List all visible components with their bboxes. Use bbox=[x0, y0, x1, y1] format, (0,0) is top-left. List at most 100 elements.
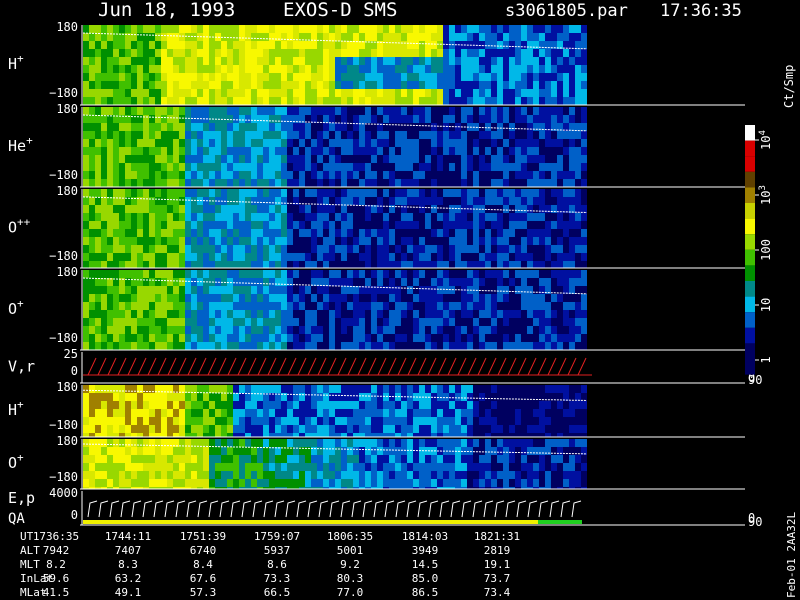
spectrogram-cell bbox=[185, 261, 191, 268]
spectrogram-cell bbox=[281, 245, 287, 253]
spectrogram-cell bbox=[581, 278, 587, 286]
spectrogram-cell bbox=[329, 326, 335, 334]
spectrogram-cell bbox=[281, 89, 287, 97]
spectrogram-cell bbox=[221, 229, 227, 237]
spectrogram-cell bbox=[491, 213, 497, 221]
spectrogram-cell bbox=[233, 310, 239, 318]
spectrogram-cell bbox=[119, 89, 125, 97]
spectrogram-cell bbox=[89, 245, 95, 253]
spectrogram-cell bbox=[221, 57, 227, 65]
spectrogram-cell bbox=[119, 65, 125, 73]
spectrogram-cell bbox=[491, 25, 497, 33]
spectrogram-cell bbox=[569, 326, 575, 334]
spectrogram-cell bbox=[329, 229, 335, 237]
spectrogram-cell bbox=[317, 57, 323, 65]
spectrogram-cell bbox=[251, 41, 257, 49]
spectrogram-cell bbox=[311, 286, 317, 294]
spectrogram-cell bbox=[455, 33, 461, 41]
trace bbox=[82, 443, 588, 455]
spectrogram-cell bbox=[539, 73, 545, 81]
spectrogram-cell bbox=[485, 447, 491, 455]
spectrogram-cell bbox=[329, 479, 335, 487]
spectrogram-cell bbox=[161, 131, 167, 139]
spectrogram-cell bbox=[107, 487, 113, 489]
spectrogram-cell bbox=[527, 131, 533, 139]
spectrogram-cell bbox=[509, 147, 515, 155]
spectrogram-cell bbox=[521, 229, 527, 237]
spectrogram-cell bbox=[401, 123, 407, 131]
spectrogram-cell bbox=[281, 342, 287, 350]
spectrogram-cell bbox=[497, 326, 503, 334]
spectrogram-cell bbox=[479, 447, 485, 455]
spectrogram-cell bbox=[257, 115, 263, 123]
spectrogram-cell bbox=[251, 385, 257, 393]
spectrogram-cell bbox=[131, 433, 137, 437]
spectrogram-cell bbox=[143, 213, 149, 221]
spectrogram-cell bbox=[425, 139, 431, 147]
spectrogram-cell bbox=[419, 107, 425, 115]
spectrogram-cell bbox=[377, 326, 383, 334]
spectrogram-cell bbox=[209, 73, 215, 81]
spectrogram-cell bbox=[359, 253, 365, 261]
spectrogram-cell bbox=[143, 97, 149, 105]
spectrogram-cell bbox=[551, 33, 557, 41]
spectrogram-cell bbox=[83, 123, 89, 131]
spectrogram-cell bbox=[323, 81, 329, 89]
spectrogram-cell bbox=[215, 302, 221, 310]
spectrogram-cell bbox=[353, 455, 359, 463]
spectrogram-cell bbox=[197, 49, 203, 57]
spectrogram-cell bbox=[197, 310, 203, 318]
spectrogram-cell bbox=[539, 97, 545, 105]
spectrogram-cell bbox=[371, 393, 377, 401]
spectrogram-cell bbox=[299, 131, 305, 139]
spectrogram-cell bbox=[353, 163, 359, 171]
spectrogram-cell bbox=[401, 171, 407, 179]
spectrogram-cell bbox=[305, 155, 311, 163]
spectrogram-cell bbox=[209, 25, 215, 33]
spectrogram-cell bbox=[395, 41, 401, 49]
spectrogram-cell bbox=[221, 65, 227, 73]
spectrogram-cell bbox=[95, 97, 101, 105]
spectrogram-cell bbox=[395, 155, 401, 163]
spectrogram-cell bbox=[461, 73, 467, 81]
spectrogram-cell bbox=[491, 237, 497, 245]
spectrogram-cell bbox=[347, 286, 353, 294]
spectrogram-cell bbox=[119, 57, 125, 65]
spectrogram-cell bbox=[527, 25, 533, 33]
spectrogram-cell bbox=[479, 179, 485, 187]
spectrogram-cell bbox=[437, 49, 443, 57]
spectrogram-cell bbox=[359, 49, 365, 57]
spectrogram-cell bbox=[293, 65, 299, 73]
spectrogram-cell bbox=[245, 270, 251, 278]
spectrogram-cell bbox=[353, 261, 359, 268]
spectrogram-cell bbox=[233, 81, 239, 89]
spectrogram-cell bbox=[437, 155, 443, 163]
spectrogram-cell bbox=[491, 318, 497, 326]
spectrogram-cell bbox=[569, 417, 575, 425]
spectrogram-cell bbox=[527, 310, 533, 318]
spectrogram-cell bbox=[131, 25, 137, 33]
spectrogram-cell bbox=[383, 401, 389, 409]
spectrogram-cell bbox=[275, 179, 281, 187]
spectrogram-cell bbox=[353, 417, 359, 425]
spectrogram-cell bbox=[353, 179, 359, 187]
spectrogram-cell bbox=[509, 302, 515, 310]
spectrogram-cell bbox=[353, 115, 359, 123]
spectrogram-cell bbox=[533, 123, 539, 131]
spectrogram-cell bbox=[239, 123, 245, 131]
spectrogram-cell bbox=[479, 131, 485, 139]
spectrogram-cell bbox=[401, 65, 407, 73]
spectrogram-cell bbox=[401, 417, 407, 425]
spectrogram-cell bbox=[233, 97, 239, 105]
spectrogram-cell bbox=[221, 425, 227, 433]
spectrogram-cell bbox=[491, 33, 497, 41]
spectrogram-cell bbox=[509, 115, 515, 123]
spectrogram-cell bbox=[335, 417, 341, 425]
cell: 6740 bbox=[190, 544, 217, 557]
spectrogram-cell bbox=[287, 229, 293, 237]
spectrogram-cell bbox=[557, 409, 563, 417]
spectrogram-cell bbox=[467, 318, 473, 326]
spectrogram-cell bbox=[299, 73, 305, 81]
spectrogram-cell bbox=[407, 487, 413, 489]
spectrogram-cell bbox=[263, 310, 269, 318]
